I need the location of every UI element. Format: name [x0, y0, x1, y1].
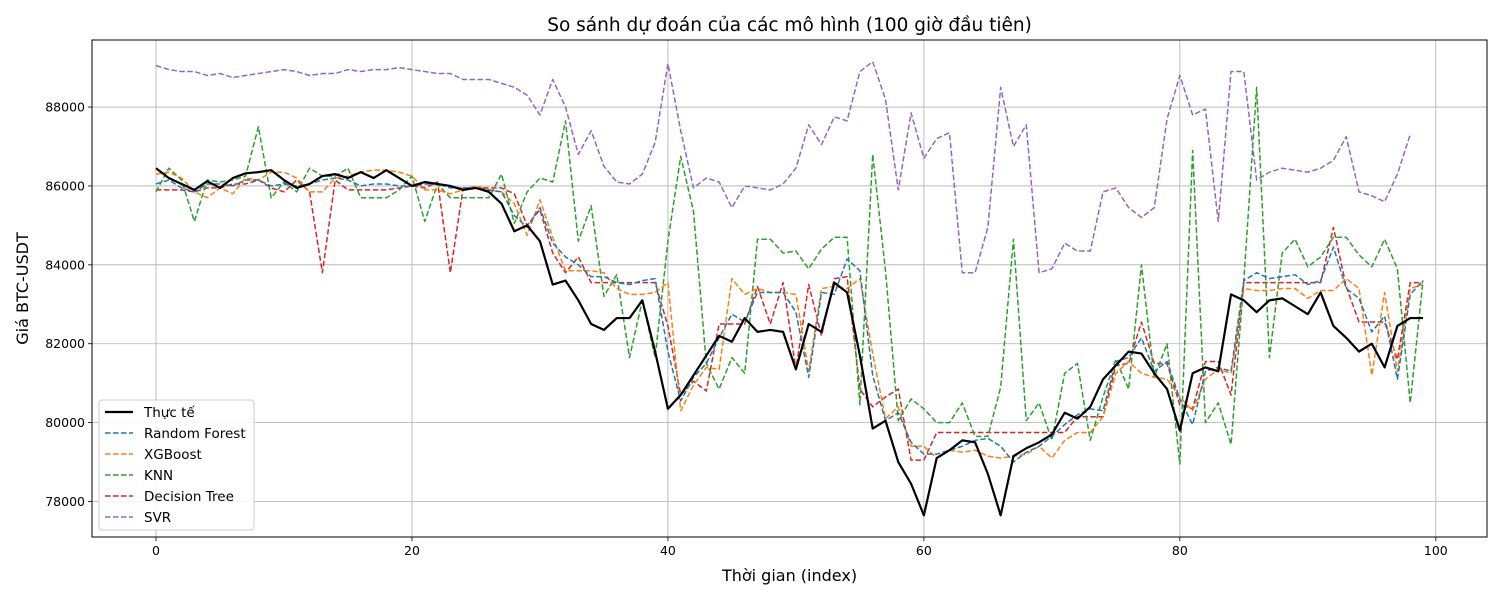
legend-label-xgboost: XGBoost [144, 447, 202, 463]
y-tick-label: 88000 [45, 100, 85, 115]
legend-label-knn: KNN [144, 468, 173, 484]
series-layer [155, 60, 1424, 517]
legend: Thực tế Random Forest XGBoost KNN Decision T… [98, 399, 255, 531]
x-tick-label: 0 [152, 543, 160, 558]
series-line-knn [155, 86, 1424, 465]
chart-title: So sánh dự đoán của các mô hình (100 giờ… [547, 15, 1032, 36]
y-tick-label: 80000 [45, 415, 85, 430]
legend-label-svr: SVR [144, 510, 171, 526]
series-line-thuc-te [155, 167, 1424, 517]
plot-frame [91, 39, 1488, 538]
series-line-svr [155, 60, 1411, 274]
legend-label-decision-tree: Decision Tree [144, 489, 234, 505]
y-tick-label: 78000 [45, 494, 85, 509]
y-tick-label: 82000 [45, 336, 85, 351]
x-tick-label: 20 [404, 543, 420, 558]
axis-ticks: 0 20 40 60 80 100 78000 80000 82000 84000 86000 880… [45, 100, 1448, 558]
x-tick-label: 60 [916, 543, 932, 558]
x-tick-label: 80 [1172, 543, 1188, 558]
legend-box [98, 399, 255, 531]
legend-label-random-forest: Random Forest [144, 426, 246, 442]
x-tick-label: 40 [660, 543, 676, 558]
y-tick-label: 84000 [45, 257, 85, 272]
series-line-xgboost [155, 169, 1424, 459]
x-tick-label: 100 [1424, 543, 1448, 558]
grid [92, 40, 1487, 537]
legend-label-thuc-te: Thực tế [143, 404, 195, 421]
x-axis-label: Thời gian (index) [721, 566, 857, 585]
y-tick-label: 86000 [45, 178, 85, 193]
y-axis-label: Giá BTC-USDT [13, 232, 32, 345]
series-line-decision-tree [155, 179, 1424, 461]
